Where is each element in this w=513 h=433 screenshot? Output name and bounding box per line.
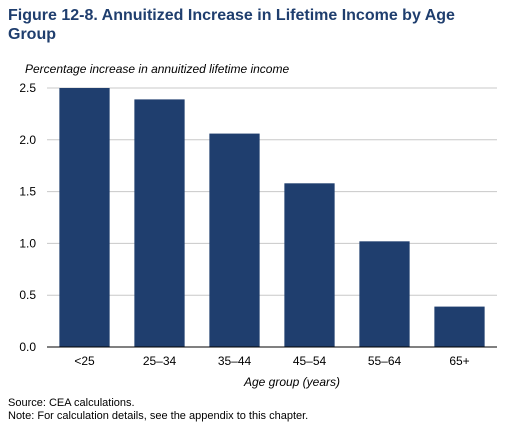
bar [359, 241, 410, 347]
y-tick-label: 2.5 [19, 81, 36, 95]
y-tick-labels: 0.0 0.5 1.0 1.5 2.0 2.5 [19, 81, 36, 354]
chart-title: Figure 12-8. Annuitized Increase in Life… [8, 7, 455, 43]
bar [434, 306, 485, 347]
bar [134, 99, 185, 347]
y-tick-label: 0.0 [19, 340, 36, 354]
bars [59, 88, 485, 347]
x-tick-label: 65+ [449, 354, 469, 368]
x-tick-label: 25–34 [143, 354, 177, 368]
bar [209, 133, 260, 347]
y-tick-label: 0.5 [19, 288, 36, 302]
bar [59, 88, 110, 347]
footnote: Note: For calculation details, see the a… [8, 410, 309, 422]
y-tick-label: 1.5 [19, 185, 36, 199]
x-tick-label: 45–54 [293, 354, 327, 368]
y-tick-label: 1.0 [19, 236, 36, 250]
gridlines [47, 87, 497, 296]
source-note: Source: CEA calculations. [8, 397, 135, 409]
y-axis-label: Percentage increase in annuitized lifeti… [25, 62, 290, 76]
y-tick-label: 2.0 [19, 133, 36, 147]
x-tick-labels: <25 25–34 35–44 45–54 55–64 65+ [74, 354, 469, 368]
x-axis-label: Age group (years) [243, 375, 340, 389]
x-tick-label: 55–64 [368, 354, 402, 368]
x-tick-label: 35–44 [218, 354, 252, 368]
x-tick-label: <25 [74, 354, 95, 368]
bar [284, 183, 335, 347]
